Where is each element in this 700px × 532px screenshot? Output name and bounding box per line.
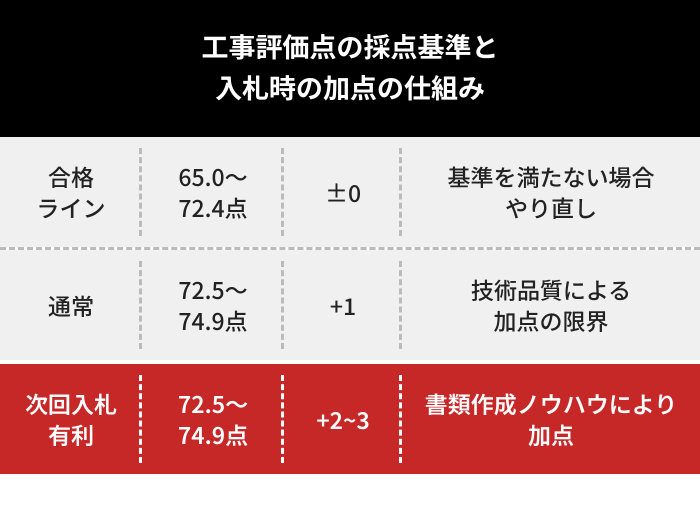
header-line-1: 工事評価点の採点基準と [0, 26, 700, 67]
header-line-2: 入札時の加点の仕組み [0, 67, 700, 108]
page-header: 工事評価点の採点基準と 入札時の加点の仕組み [0, 0, 700, 137]
cell-text: ±0 [325, 177, 361, 208]
cell-bonus: +2~3 [284, 364, 402, 474]
cell-label: 合格 ライン [0, 137, 142, 247]
cell-text: 次回入札 有利 [25, 388, 117, 450]
cell-text: 通常 [48, 290, 94, 321]
cell-description: 書類作成ノウハウにより 加点 [402, 364, 700, 474]
cell-text: +2~3 [316, 404, 369, 435]
cell-text: 72.5〜 74.9点 [178, 388, 248, 450]
evaluation-table: 合格 ライン 65.0〜 72.4点 ±0 基準を満たない場合 やり直し 通常 … [0, 137, 700, 474]
cell-text: 72.5〜 74.9点 [178, 274, 247, 336]
cell-label: 次回入札 有利 [0, 364, 142, 474]
cell-text: 合格 ライン [37, 161, 106, 223]
cell-bonus: ±0 [284, 137, 402, 247]
cell-bonus: +1 [284, 250, 402, 360]
cell-text: 技術品質による 加点の限界 [471, 274, 631, 336]
cell-range: 72.5〜 74.9点 [142, 250, 284, 360]
cell-text: 基準を満たない場合 やり直し [448, 161, 655, 223]
cell-label: 通常 [0, 250, 142, 360]
table-row: 合格 ライン 65.0〜 72.4点 ±0 基準を満たない場合 やり直し [0, 137, 700, 247]
cell-range: 72.5〜 74.9点 [142, 364, 284, 474]
cell-text: 書類作成ノウハウにより 加点 [425, 388, 678, 450]
table-row: 通常 72.5〜 74.9点 +1 技術品質による 加点の限界 [0, 250, 700, 360]
cell-range: 65.0〜 72.4点 [142, 137, 284, 247]
cell-text: +1 [330, 290, 356, 321]
cell-text: 65.0〜 72.4点 [178, 161, 247, 223]
cell-description: 基準を満たない場合 やり直し [402, 137, 700, 247]
cell-description: 技術品質による 加点の限界 [402, 250, 700, 360]
table-row-highlight: 次回入札 有利 72.5〜 74.9点 +2~3 書類作成ノウハウにより 加点 [0, 364, 700, 474]
